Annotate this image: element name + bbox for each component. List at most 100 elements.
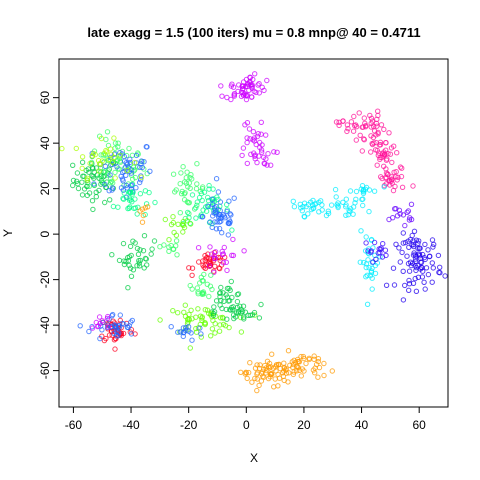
data-point (216, 328, 223, 334)
data-point (256, 382, 262, 389)
data-point (194, 161, 200, 167)
data-point (166, 237, 172, 243)
data-point (374, 162, 380, 168)
data-point (385, 172, 391, 178)
data-point (175, 329, 181, 335)
data-point (184, 199, 191, 205)
data-point (124, 161, 131, 167)
data-point (205, 194, 211, 201)
data-point (95, 157, 102, 164)
data-point (348, 206, 354, 212)
data-point (363, 240, 369, 246)
data-point (219, 230, 225, 236)
data-point (319, 207, 325, 213)
data-point (251, 309, 258, 316)
data-point (102, 163, 109, 170)
data-point (132, 331, 138, 337)
data-point (108, 151, 115, 158)
data-point (405, 208, 412, 214)
data-point (266, 365, 272, 371)
y-axis: -60 -40 -20 0 20 40 60 (38, 91, 60, 379)
data-point (281, 377, 287, 384)
data-point (256, 315, 263, 321)
data-point (217, 322, 223, 328)
data-point (246, 126, 253, 132)
data-point (93, 194, 100, 200)
data-point (182, 179, 188, 185)
data-point (199, 197, 205, 204)
data-point (370, 259, 376, 265)
data-point (323, 212, 330, 219)
data-point (219, 248, 225, 255)
data-point (219, 305, 225, 312)
data-point (102, 181, 108, 188)
data-point (202, 307, 209, 313)
data-point (211, 304, 217, 310)
data-point (111, 154, 117, 161)
data-point (199, 214, 205, 220)
data-point (287, 362, 293, 368)
data-point (124, 185, 130, 191)
data-point (290, 371, 297, 378)
data-point (234, 298, 241, 305)
data-point (335, 204, 341, 211)
data-point (77, 323, 83, 329)
data-point (235, 88, 241, 95)
data-point (206, 293, 212, 300)
data-point (352, 200, 358, 206)
data-point (406, 217, 413, 223)
data-point (218, 297, 224, 304)
data-point (237, 303, 243, 309)
data-point (105, 324, 112, 330)
data-point (369, 286, 375, 292)
data-point (79, 159, 86, 166)
data-point (189, 272, 195, 278)
data-point (173, 238, 180, 244)
data-point (207, 219, 213, 225)
data-point (112, 175, 118, 181)
data-point (258, 131, 264, 137)
data-point (105, 313, 111, 320)
data-point (373, 120, 380, 127)
data-point (404, 253, 410, 259)
data-point (123, 172, 129, 179)
data-point (137, 179, 143, 186)
data-point (226, 298, 233, 304)
data-point (242, 122, 248, 128)
data-point (217, 315, 224, 321)
data-point (315, 356, 322, 362)
data-point (360, 196, 366, 202)
data-point (418, 259, 424, 265)
data-point (136, 258, 142, 264)
data-point (226, 220, 233, 227)
data-point (334, 202, 340, 208)
data-point (357, 132, 363, 139)
data-point (136, 263, 143, 269)
data-point (386, 130, 392, 136)
data-point (221, 244, 228, 251)
data-point (121, 196, 127, 202)
data-point (343, 196, 349, 202)
data-point (187, 185, 193, 192)
data-point (258, 301, 264, 308)
data-point (198, 331, 204, 337)
data-point (127, 156, 133, 163)
data-point (408, 201, 415, 208)
data-point (380, 153, 387, 159)
data-point (109, 185, 116, 191)
data-point (252, 156, 258, 162)
data-point (258, 147, 265, 153)
data-point (198, 334, 205, 340)
x-tick-label: -20 (180, 418, 198, 432)
data-point (306, 356, 313, 363)
data-point (134, 211, 140, 217)
data-point (193, 215, 199, 221)
data-point (211, 269, 217, 276)
data-point (290, 198, 296, 205)
data-point (235, 310, 242, 316)
data-point (258, 119, 264, 126)
data-point (361, 136, 367, 142)
data-point (362, 248, 369, 254)
data-point (149, 246, 155, 252)
data-point (199, 314, 206, 320)
